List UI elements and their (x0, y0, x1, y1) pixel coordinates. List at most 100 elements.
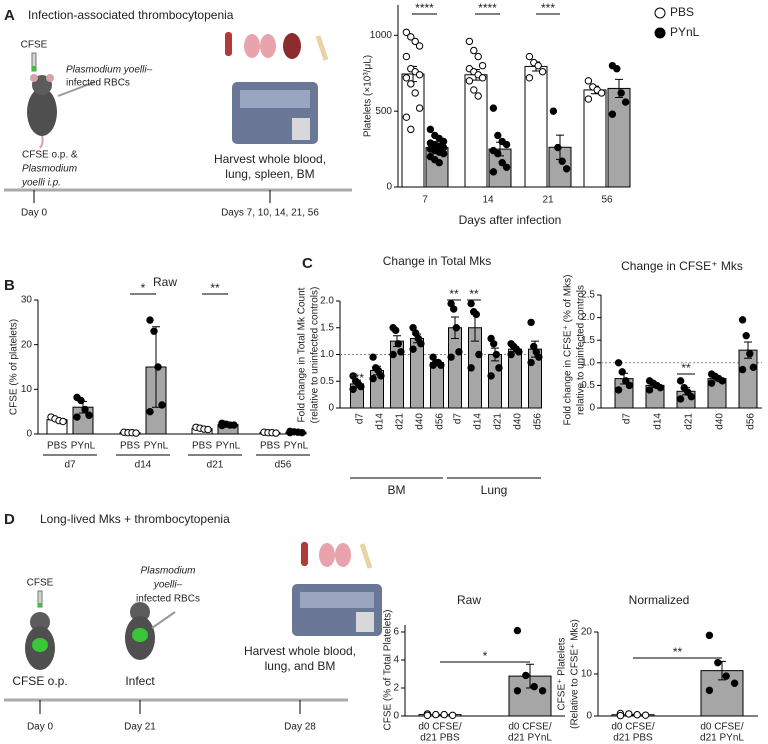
x-tick-label: PYnL (144, 441, 169, 452)
data-point (429, 361, 437, 369)
x-tick-label: PYnL (284, 441, 309, 452)
data-point (513, 626, 522, 635)
data-point (394, 340, 402, 348)
x-tick-label: 7 (422, 195, 428, 206)
data-point (525, 74, 534, 82)
data-point (465, 77, 474, 85)
data-point (645, 386, 654, 394)
harvest-label: Harvest whole blood, (214, 152, 326, 166)
data-point (73, 413, 81, 421)
y-axis-label: Platelets (×10³/μL) (363, 55, 374, 137)
data-point (489, 168, 498, 176)
data-point (77, 396, 85, 405)
data-point (641, 711, 650, 719)
needle (151, 611, 176, 629)
data-point (742, 331, 750, 340)
data-point (613, 65, 621, 73)
data-point (204, 425, 212, 434)
x-tick-label: d7 (453, 413, 464, 425)
data-point (411, 37, 419, 46)
x-tick-label: 56 (601, 195, 613, 206)
data-point (617, 89, 625, 97)
data-point (618, 368, 626, 376)
x-tick-label: d21 (395, 413, 406, 430)
data-point (465, 37, 474, 46)
y-axis-label: CFSE (% of Total Platelets) (383, 610, 394, 731)
significance-label: ** (681, 361, 691, 375)
lung-icon (319, 543, 335, 567)
panel-letter: C (302, 255, 313, 272)
data-point (81, 405, 89, 414)
data-point (502, 163, 511, 171)
x-tick-label: d21 (684, 413, 695, 430)
data-point (369, 353, 377, 361)
x-axis-label: Days after infection (459, 213, 562, 227)
significance-label: **** (478, 1, 497, 15)
x-tick-label: d40 (415, 413, 426, 430)
inoculum-label: infected RBCs (136, 594, 200, 605)
inoculum-label: Plasmodium (140, 566, 195, 577)
y-tick-label: 10 (21, 384, 33, 395)
timeline-label: Day 28 (284, 722, 316, 733)
x-tick-label: d21 (493, 413, 504, 430)
y-axis-label: Fold change in CFSE⁺ (% of Mks) (563, 275, 574, 426)
lung-icon (260, 34, 276, 58)
schematic-d: Long-lived Mks + thrombocytopenia CFSE P… (4, 512, 382, 733)
chart-title: Normalized (629, 593, 690, 607)
data-point (738, 316, 747, 324)
x-tick-label: d0 CFSE/ (508, 722, 552, 733)
data-point (478, 74, 487, 82)
y-tick-label: 0 (589, 403, 595, 414)
significance-label: * (483, 649, 488, 663)
y-axis-label: (relative to uninfected controls) (310, 287, 321, 424)
bar (524, 65, 548, 188)
x-tick-label: d56 (533, 413, 544, 430)
inoculum-label: Plasmodium yoelli– (66, 65, 153, 76)
x-tick-label: d40 (715, 413, 726, 430)
data-point (402, 52, 411, 61)
x-tick-label: PYnL (216, 441, 241, 452)
timeline-label: Days 7, 10, 14, 21, 56 (221, 208, 319, 219)
x-tick-label: d7 (355, 413, 366, 425)
data-point (530, 682, 538, 691)
x-tick-label: PBS (192, 441, 212, 452)
data-point (154, 363, 162, 371)
data-point (507, 350, 515, 359)
timeline-label: Day 0 (21, 208, 48, 219)
data-point (490, 340, 498, 348)
data-point (474, 52, 482, 61)
data-point (621, 98, 630, 106)
data-point (515, 348, 523, 356)
data-point (146, 316, 154, 324)
x-tick-label: d14 (473, 413, 484, 430)
data-point (415, 71, 424, 79)
data-point (687, 393, 696, 401)
y-tick-label: 1.5 (320, 322, 334, 333)
mouse-tail (39, 135, 44, 149)
data-point (538, 68, 547, 76)
mouse-head (30, 612, 50, 632)
mouse-lungs (32, 638, 48, 652)
data-point (439, 149, 448, 158)
step-label: CFSE o.p. (12, 674, 67, 688)
schematic-a: Infection-associated thrombocytopenia CF… (4, 8, 352, 219)
x-tick-label: d14 (653, 413, 664, 430)
data-point (718, 377, 727, 385)
data-point (527, 358, 535, 367)
data-point (349, 385, 357, 393)
group-label: d14 (135, 460, 152, 471)
bar (430, 362, 444, 409)
data-point (487, 372, 495, 380)
chart-title: Raw (153, 275, 177, 289)
blood-tube (301, 542, 308, 566)
data-point (286, 428, 294, 437)
data-point (676, 377, 685, 385)
data-point (435, 159, 443, 167)
data-point (150, 327, 158, 335)
data-point (392, 326, 400, 335)
data-point (549, 107, 558, 115)
data-point (132, 429, 140, 437)
data-point (527, 318, 535, 327)
legend-label: PYnL (670, 25, 700, 39)
bone-icon (359, 543, 373, 569)
